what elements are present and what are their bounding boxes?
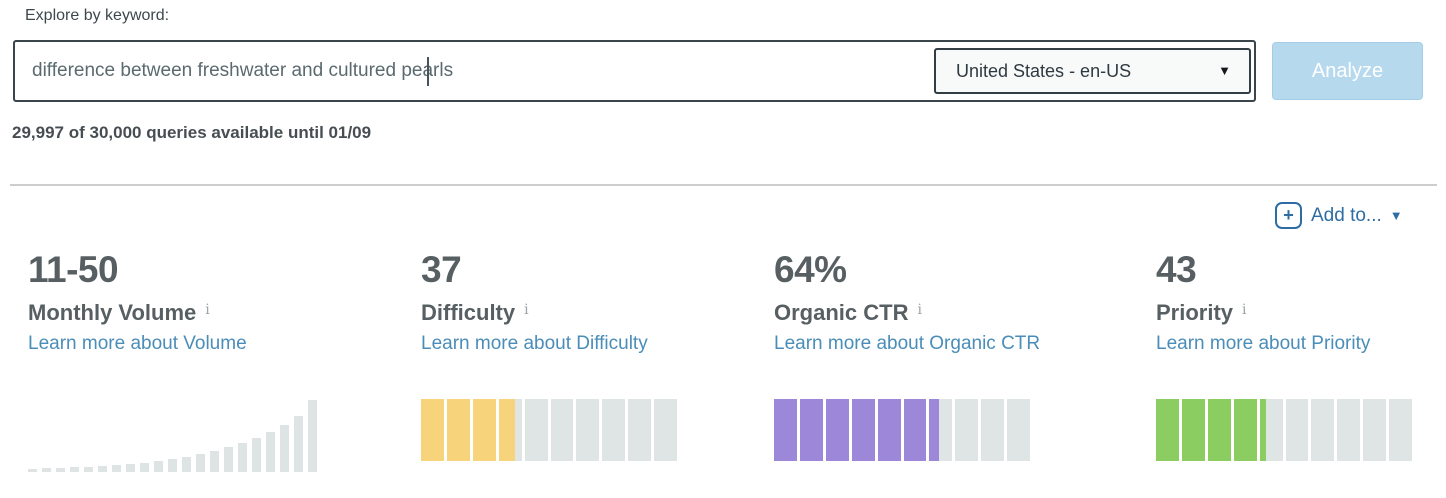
gauge-segment: [903, 399, 927, 461]
keyword-search-box: United States - en-US ▼: [13, 40, 1256, 102]
histogram-bar: [140, 463, 149, 472]
learn-more-difficulty-link[interactable]: Learn more about Difficulty: [421, 333, 648, 354]
info-icon[interactable]: i: [917, 302, 922, 318]
gauge-segment: [446, 399, 470, 461]
gauge-segment: [602, 399, 626, 461]
gauge-segment: [421, 399, 444, 461]
histogram-bar: [112, 465, 121, 472]
metric-value: 37: [421, 249, 462, 290]
histogram-bar: [252, 438, 261, 472]
gauge-segment: [628, 399, 652, 461]
chevron-down-icon: ▼: [1218, 63, 1231, 78]
analyze-button[interactable]: Analyze: [1272, 42, 1423, 100]
add-to-label: Add to...: [1311, 204, 1382, 226]
gauge-segment: [576, 399, 600, 461]
gauge-segment: [472, 399, 496, 461]
metric-value: 43: [1156, 249, 1197, 290]
histogram-bar: [196, 454, 205, 472]
query-quota-text: 29,997 of 30,000 queries available until…: [12, 123, 372, 142]
keyword-input[interactable]: [15, 42, 915, 100]
section-divider: [10, 184, 1437, 186]
histogram-bar: [294, 416, 303, 472]
metric-value: 11-50: [28, 249, 119, 290]
country-select-value: United States - en-US: [956, 61, 1132, 81]
gauge-segment: [1233, 399, 1257, 461]
gauge-segment: [1207, 399, 1231, 461]
gauge-segment: [1007, 399, 1031, 461]
histogram-bar: [224, 447, 233, 472]
histogram-bar: [84, 467, 93, 472]
priority-gauge: [1156, 399, 1413, 461]
histogram-bar: [42, 468, 51, 472]
gauge-segment: [851, 399, 875, 461]
metric-card-organic-ctr: 64% Organic CTR i Learn more about Organi…: [774, 250, 1119, 355]
histogram-bar: [70, 467, 79, 472]
plus-icon: +: [1275, 202, 1302, 229]
gauge-segment: [498, 399, 522, 461]
gauge-segment: [955, 399, 979, 461]
metric-label: Monthly Volume: [28, 300, 197, 325]
learn-more-organic-ctr-link[interactable]: Learn more about Organic CTR: [774, 333, 1041, 354]
difficulty-gauge: [421, 399, 678, 461]
info-icon[interactable]: i: [205, 302, 210, 318]
gauge-segment: [550, 399, 574, 461]
gauge-segment: [877, 399, 901, 461]
gauge-segment: [654, 399, 678, 461]
histogram-bar: [126, 464, 135, 472]
gauge-segment: [1311, 399, 1335, 461]
add-to-button[interactable]: + Add to... ▼: [1275, 202, 1403, 229]
histogram-bar: [280, 425, 289, 472]
metric-label: Difficulty: [421, 300, 516, 325]
metric-card-difficulty: 37 Difficulty i Learn more about Difficul…: [421, 250, 766, 355]
gauge-segment: [524, 399, 548, 461]
metric-label: Organic CTR: [774, 300, 909, 325]
histogram-bar: [182, 457, 191, 472]
country-select[interactable]: United States - en-US ▼: [934, 48, 1251, 94]
histogram-bar: [56, 468, 65, 472]
gauge-segment: [1389, 399, 1413, 461]
explore-by-keyword-label: Explore by keyword:: [25, 7, 170, 24]
gauge-segment: [825, 399, 849, 461]
chevron-down-icon: ▼: [1389, 208, 1403, 223]
histogram-bar: [266, 432, 275, 472]
histogram-bar: [210, 451, 219, 472]
metric-label: Priority: [1156, 300, 1234, 325]
text-cursor: [427, 57, 429, 86]
info-icon[interactable]: i: [1242, 302, 1247, 318]
gauge-segment: [929, 399, 953, 461]
gauge-segment: [1285, 399, 1309, 461]
histogram-bar: [28, 469, 37, 472]
histogram-bar: [154, 461, 163, 472]
gauge-segment: [981, 399, 1005, 461]
histogram-bar: [168, 459, 177, 472]
info-icon[interactable]: i: [524, 302, 529, 318]
gauge-segment: [1181, 399, 1205, 461]
metric-value: 64%: [774, 249, 847, 290]
learn-more-volume-link[interactable]: Learn more about Volume: [28, 333, 247, 354]
histogram-bar: [308, 400, 317, 472]
learn-more-priority-link[interactable]: Learn more about Priority: [1156, 333, 1371, 354]
gauge-segment: [1337, 399, 1361, 461]
gauge-segment: [1259, 399, 1283, 461]
volume-histogram: [28, 400, 328, 472]
metric-card-priority: 43 Priority i Learn more about Priority: [1156, 250, 1446, 355]
gauge-segment: [1363, 399, 1387, 461]
histogram-bar: [238, 443, 247, 472]
gauge-segment: [799, 399, 823, 461]
histogram-bar: [98, 466, 107, 472]
gauge-segment: [1156, 399, 1179, 461]
gauge-segment: [774, 399, 797, 461]
organic-ctr-gauge: [774, 399, 1031, 461]
metric-card-monthly-volume: 11-50 Monthly Volume i Learn more about V…: [28, 250, 373, 355]
